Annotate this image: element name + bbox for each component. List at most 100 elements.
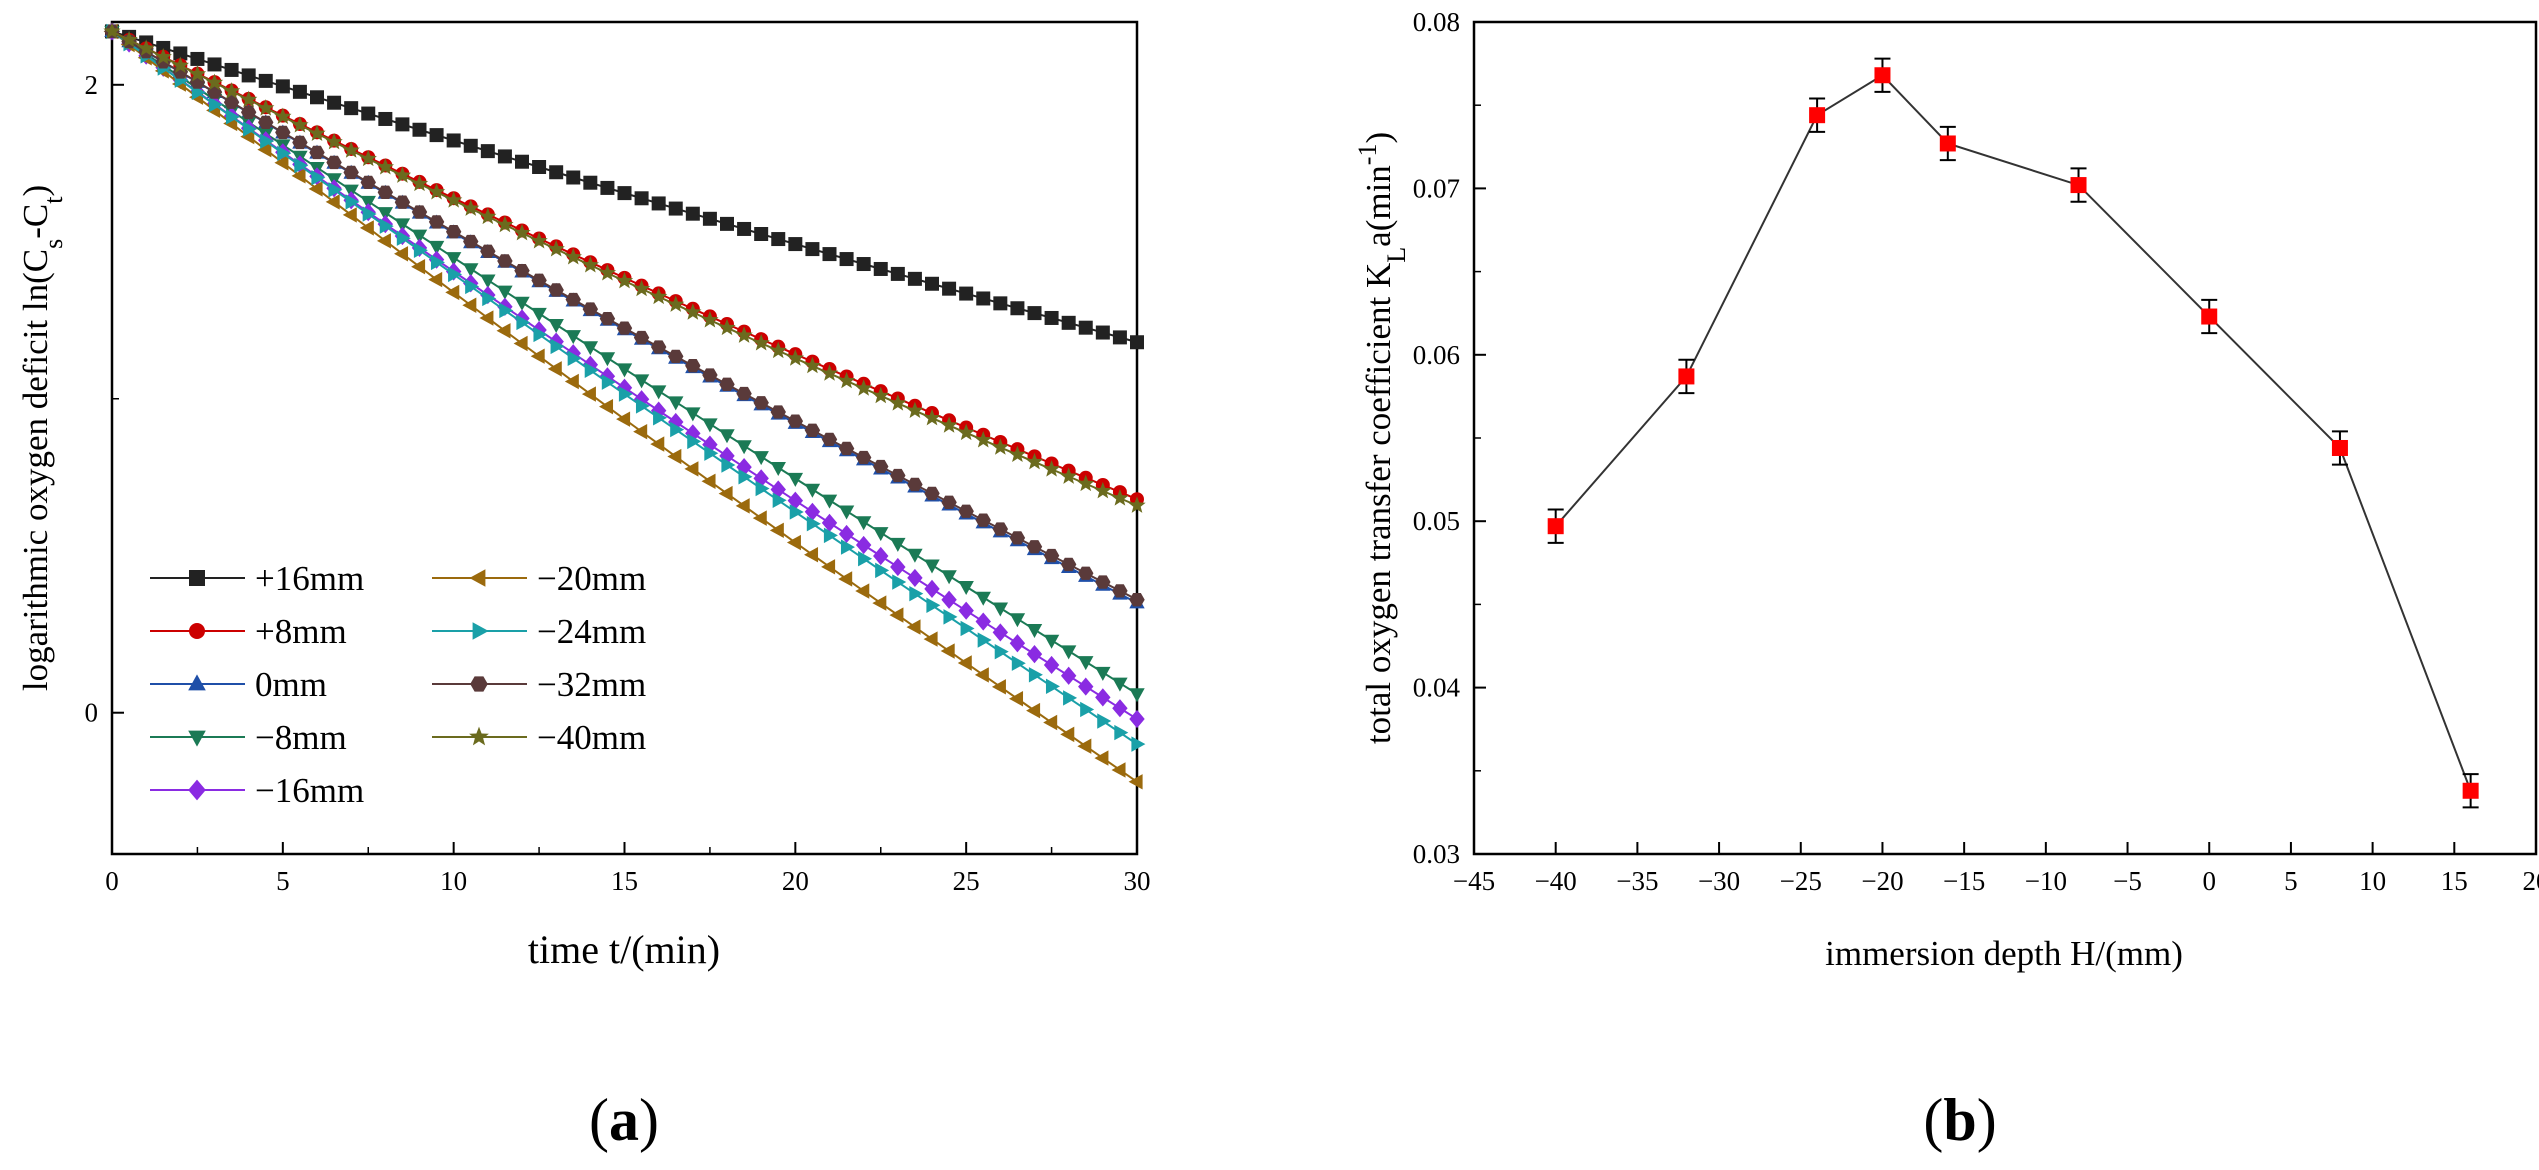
chart-a-x-tick-label: 5 [276,866,290,896]
chart-a-data-point [567,350,582,367]
chart-a-data-point [821,513,838,532]
chart-a-data-point [598,264,617,281]
chart-a-data-point [515,154,529,169]
chart-a-data-point [516,314,531,331]
chart-a-data-point [1095,325,1110,340]
chart-a-data-point [514,296,530,311]
chart-a-series-5 [103,23,1143,790]
chart-a-data-point [1028,667,1043,683]
chart-a-data-point [600,180,615,195]
data-marker [1547,518,1564,535]
chart-a-data-point [992,522,1009,536]
chart-a-series-1 [105,24,1144,507]
chart-a-data-point [513,335,528,352]
chart-a-data-point [497,254,513,268]
chart-a: 0 5 10 15 20 25 30 02 +16mm+8mm0mm−8mm−16mm−20… [16,20,1151,1153]
legend-item: −32mm [432,665,646,704]
chart-a-data-point [753,469,769,488]
chart-a-x-ticks: 0 5 10 15 20 25 30 [105,842,1151,896]
chart-a-data-point [1129,593,1145,607]
chart-a-data-point [1128,774,1143,790]
chart-a-data-point [394,218,411,233]
chart-a-data-point [617,186,632,201]
chart-a-data-point [480,244,496,258]
legend-swatch-marker [472,622,489,640]
chart-a-data-point [205,73,224,91]
chart-a-data-point [753,451,769,466]
chart-a-data-point [821,559,836,575]
chart-a-data-point [462,297,477,313]
chart-a-data-point [941,590,957,609]
chart-a-data-point [959,286,974,301]
chart-a-data-point [1045,678,1060,695]
chart-a-data-point [805,242,820,257]
chart-a-x-tick-label: 30 [1124,866,1151,896]
chart-a-data-point [1111,489,1129,506]
chart-a-data-point [465,278,480,295]
chart-a-data-point [941,495,957,510]
chart-a-data-point [1095,575,1111,589]
chart-a-data-point [957,423,975,441]
chart-a-data-point [838,571,853,587]
chart-a-data-point [430,254,445,271]
chart-a-data-point [890,537,906,552]
chart-a-data-point [428,271,443,288]
chart-a-series-8 [103,22,1146,513]
chart-a-data-point [1129,688,1145,703]
chart-a-data-point [650,436,665,452]
chart-a-data-point [754,227,769,242]
chart-a-data-point [362,206,377,222]
chart-a-data-point [838,524,855,544]
chart-a-data-point [685,407,701,422]
chart-a-data-point [855,516,872,531]
chart-a-data-point [1009,634,1026,653]
chart-a-data-point [873,459,889,474]
chart-b-x-tick-label: −35 [1616,866,1658,896]
chart-a-data-point [737,221,752,236]
chart-a-data-point [291,116,309,133]
legend-item: +16mm [150,559,364,598]
chart-a-data-point [308,181,323,197]
chart-a-data-point [685,359,701,373]
chart-a-data-point [361,106,376,121]
chart-a-data-point [702,211,717,226]
chart-a-data-point [632,279,651,297]
chart-a-data-point [328,182,343,198]
chart-a-data-point [684,461,699,477]
chart-a-data-point [292,84,307,99]
legend-label: −32mm [537,665,646,704]
chart-a-data-point [668,396,684,411]
chart-a-data-point [376,158,394,175]
chart-a-data-point [634,191,649,206]
chart-a-data-point [821,494,838,509]
chart-a-data-point [378,111,393,126]
chart-a-data-point [223,95,240,109]
legend-item: −8mm [150,718,347,757]
chart-a-data-point [653,410,668,426]
chart-a-data-point [616,363,633,378]
chart-a-data-point [137,39,155,56]
chart-a-data-point [991,438,1009,455]
chart-a-x-label: time t/(min) [528,927,720,972]
chart-a-data-point [855,379,873,396]
chart-a-data-point [599,311,616,326]
chart-a-data-point [616,321,633,335]
chart-a-data-point [837,371,856,389]
chart-a-data-point [188,65,207,82]
chart-a-data-point [670,421,685,438]
legend-item: +8mm [150,612,347,651]
chart-a-data-point [907,271,922,286]
chart-a-data-point [909,585,924,602]
chart-a-x-tick-label: 0 [105,866,119,896]
chart-a-data-point [411,258,426,275]
chart-a-data-point [241,68,256,83]
chart-b-x-tick-label: −5 [2113,866,2142,896]
chart-a-data-point [907,568,923,588]
chart-a-data-point [532,159,547,174]
data-marker [2201,308,2218,325]
chart-a-data-point [702,368,718,382]
chart-a-data-point [924,579,940,598]
chart-a-data-point [1112,699,1128,718]
chart-a-data-point [1060,467,1078,484]
